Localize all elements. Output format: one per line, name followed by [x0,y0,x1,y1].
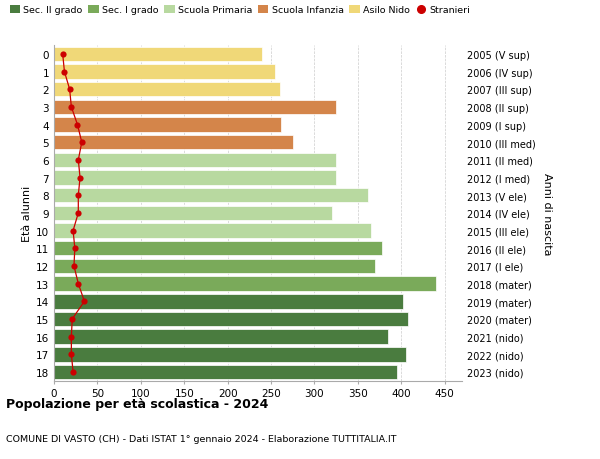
Bar [54,294,403,309]
Bar [54,47,262,62]
Point [65,86,74,94]
Bar [54,259,375,274]
Point [69,263,79,270]
Bar [54,189,368,203]
Point [77,139,86,146]
Bar [54,65,275,79]
Bar [54,330,388,344]
Point [59,69,69,76]
Text: COMUNE DI VASTO (CH) - Dati ISTAT 1° gennaio 2024 - Elaborazione TUTTITALIA.IT: COMUNE DI VASTO (CH) - Dati ISTAT 1° gen… [6,434,397,443]
Point [67,333,76,341]
Bar [54,277,436,291]
Bar [54,118,281,133]
Point [75,174,85,182]
Point [74,192,83,200]
Bar [54,153,336,168]
Point [73,122,82,129]
Point [70,245,80,252]
Point [58,51,67,58]
Bar [54,171,336,185]
Bar [54,347,406,362]
Bar [54,101,336,115]
Bar [54,206,332,221]
Point [68,369,78,376]
Point [68,227,78,235]
Y-axis label: Età alunni: Età alunni [22,185,32,241]
Point [74,210,83,217]
Point [74,157,83,164]
Point [67,104,76,111]
Bar [54,241,382,256]
Text: Popolazione per età scolastica - 2024: Popolazione per età scolastica - 2024 [6,397,268,410]
Bar [54,136,293,150]
Point [80,298,89,305]
Point [74,280,83,288]
Point [67,316,77,323]
Bar [54,224,371,238]
Bar [54,312,408,326]
Legend: Sec. II grado, Sec. I grado, Scuola Primaria, Scuola Infanzia, Asilo Nido, Stran: Sec. II grado, Sec. I grado, Scuola Prim… [6,2,474,19]
Y-axis label: Anni di nascita: Anni di nascita [542,172,552,255]
Bar [54,365,397,380]
Point [67,351,76,358]
Bar [54,83,280,97]
